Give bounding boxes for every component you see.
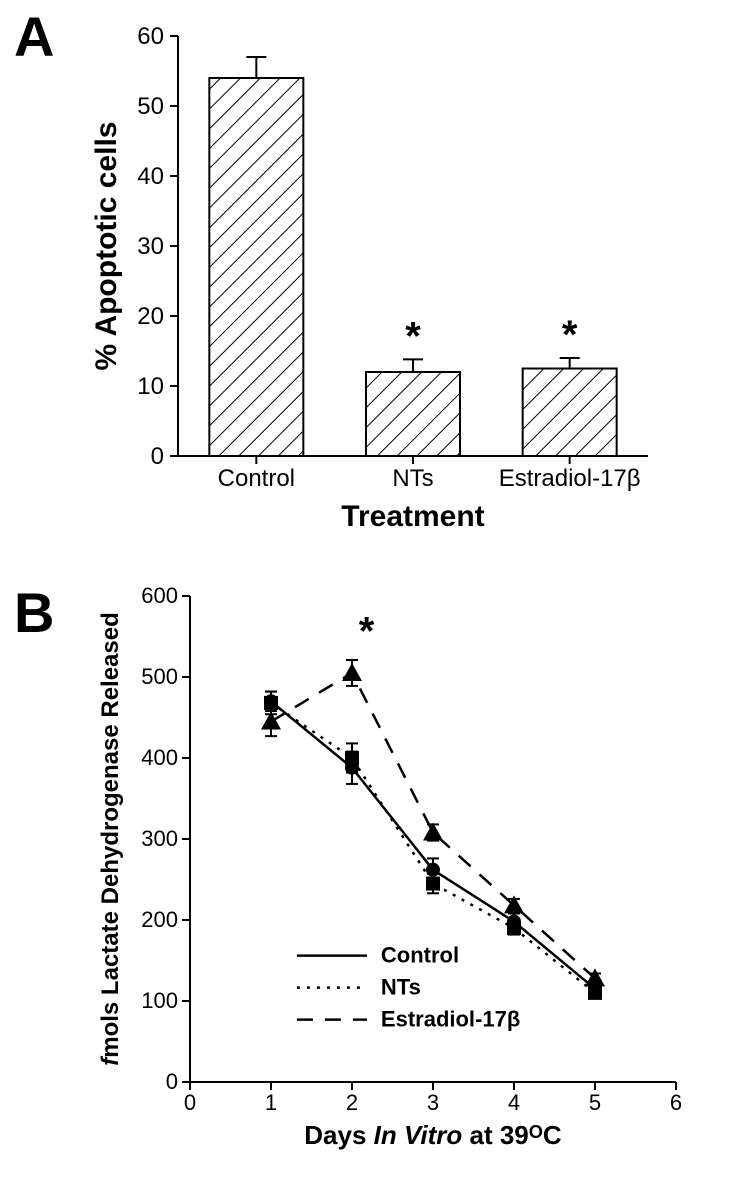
bar-nts bbox=[366, 372, 460, 456]
svg-text:Treatment: Treatment bbox=[341, 500, 484, 533]
significance-star: * bbox=[359, 610, 375, 654]
svg-text:3: 3 bbox=[427, 1090, 439, 1115]
legend-item: Estradiol-17β bbox=[297, 1007, 520, 1032]
legend-item: NTs bbox=[297, 975, 421, 1000]
svg-text:% Apoptotic cells: % Apoptotic cells bbox=[90, 122, 123, 371]
svg-text:20: 20 bbox=[137, 303, 164, 330]
panel-b-label: B bbox=[14, 580, 54, 645]
bar-control bbox=[209, 78, 303, 456]
series-estradiol-17- bbox=[261, 660, 605, 986]
bar-label: Control bbox=[218, 465, 295, 492]
panel-a-label: A bbox=[14, 4, 54, 69]
svg-text:40: 40 bbox=[137, 163, 164, 190]
svg-text:0: 0 bbox=[166, 1069, 178, 1094]
svg-text:1: 1 bbox=[265, 1090, 277, 1115]
panel-a-chart: 0 10 20 30 40 50 60 % Apoptotic cells Control NTs… bbox=[90, 10, 710, 550]
svg-text:0: 0 bbox=[184, 1090, 196, 1115]
svg-text:NTs: NTs bbox=[381, 975, 421, 1000]
svg-text:100: 100 bbox=[141, 988, 178, 1013]
svg-text:50: 50 bbox=[137, 93, 164, 120]
panel-b-chart: 0 100 200 300 400 500 600 fmols Lactate Dehydro… bbox=[80, 572, 720, 1188]
svg-text:60: 60 bbox=[137, 23, 164, 50]
svg-text:10: 10 bbox=[137, 373, 164, 400]
figure-page: A 0102030405060% Apoptotic cellsControlN… bbox=[0, 0, 740, 1199]
svg-text:400: 400 bbox=[141, 745, 178, 770]
svg-text:600: 600 bbox=[141, 583, 178, 608]
significance-star: * bbox=[405, 314, 421, 358]
svg-text:5: 5 bbox=[589, 1090, 601, 1115]
svg-text:4: 4 bbox=[508, 1090, 520, 1115]
svg-text:0: 0 bbox=[151, 443, 164, 470]
svg-text:200: 200 bbox=[141, 907, 178, 932]
svg-text:Control: Control bbox=[381, 943, 459, 968]
svg-text:30: 30 bbox=[137, 233, 164, 260]
svg-text:2: 2 bbox=[346, 1090, 358, 1115]
svg-text:6: 6 bbox=[670, 1090, 682, 1115]
significance-star: * bbox=[562, 313, 578, 357]
svg-text:500: 500 bbox=[141, 664, 178, 689]
svg-text:300: 300 bbox=[141, 826, 178, 851]
bar-label: NTs bbox=[392, 465, 433, 492]
bar-estradiol-17- bbox=[523, 369, 617, 457]
svg-text:Estradiol-17β: Estradiol-17β bbox=[381, 1007, 520, 1032]
bar-label: Estradiol-17β bbox=[499, 465, 641, 492]
legend-item: Control bbox=[297, 943, 459, 968]
svg-text:fmols Lactate Dehydrogenase Re: fmols Lactate Dehydrogenase Released bbox=[97, 612, 124, 1066]
svg-text:Days In Vitro at 39OC: Days In Vitro at 39OC bbox=[304, 1120, 562, 1150]
